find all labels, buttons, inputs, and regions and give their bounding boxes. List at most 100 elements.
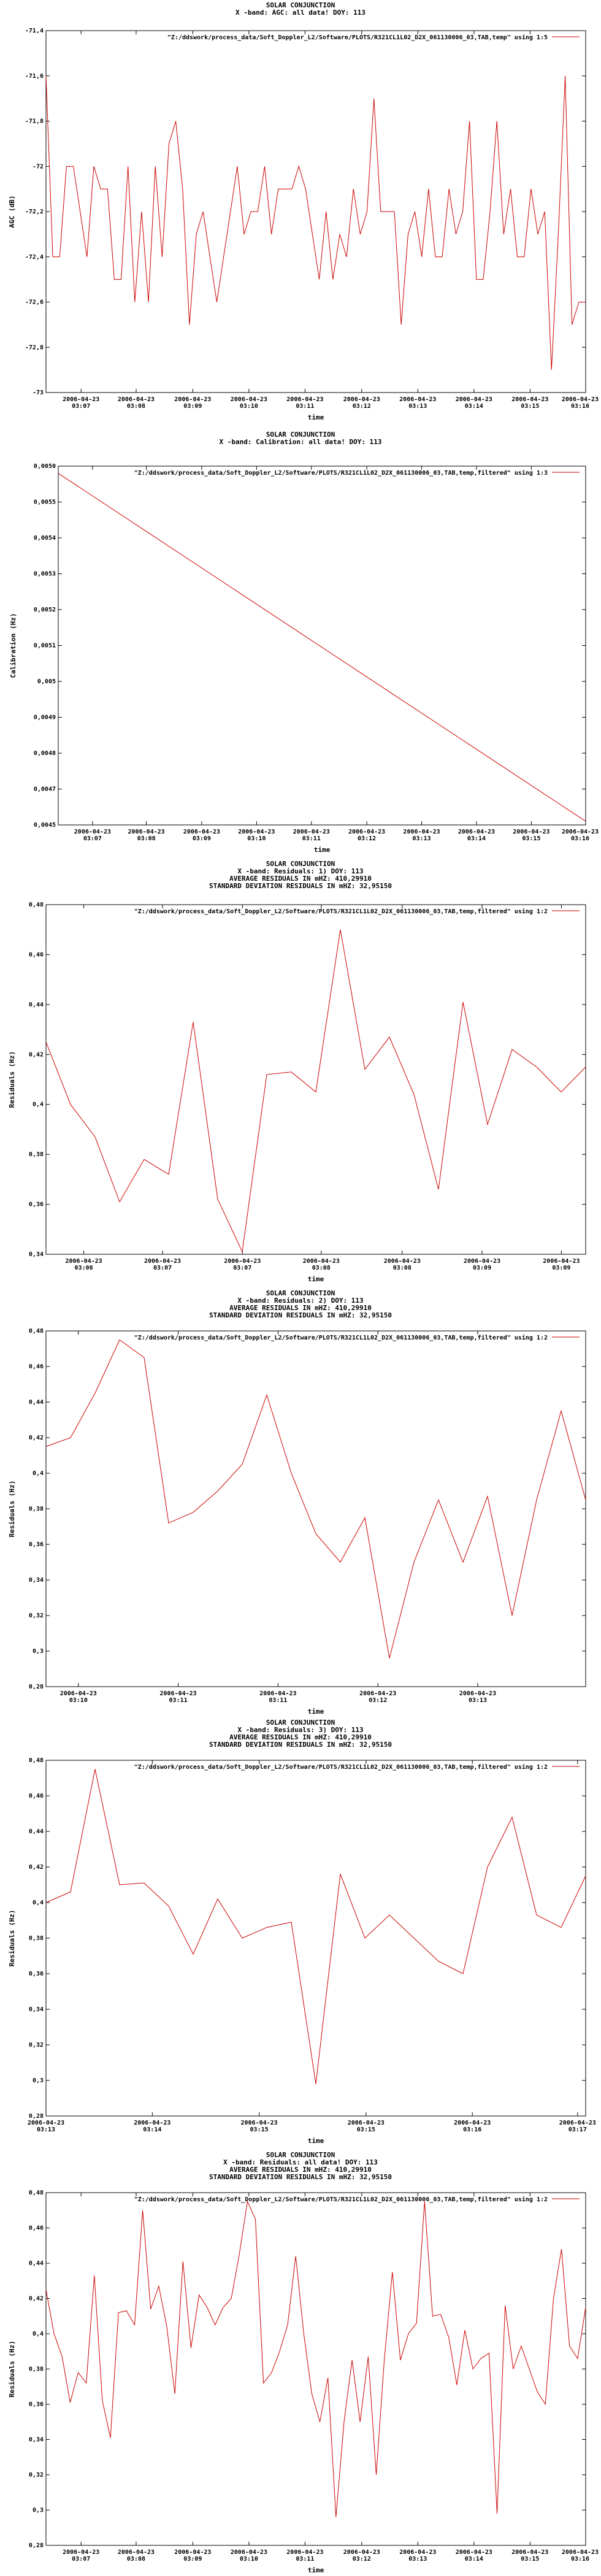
y-tick-label: 0,34 — [29, 2006, 44, 2013]
x-tick-label: 2006-04-23 — [134, 2120, 170, 2126]
y-tick-label: 0,0045 — [34, 822, 56, 829]
y-tick-label: 0,4 — [33, 2331, 44, 2337]
series-line — [45, 1339, 586, 1658]
y-tick-label: -71,6 — [25, 73, 44, 80]
chart-title-line: AVERAGE RESIDUALS IN mHZ: 410,29910 — [229, 1304, 372, 1312]
chart-title-line: X -band: Residuals: all data! DOY: 113 — [223, 2158, 378, 2166]
chart-title-line: X -band: Residuals: 2) DOY: 113 — [237, 1297, 363, 1305]
x-tick-label: 2006-04-23 — [348, 829, 385, 835]
x-tick-label: 2006-04-23 — [303, 1258, 340, 1265]
x-tick-label: 2006-04-23 — [259, 1690, 296, 1697]
x-tick-label: 03:14 — [467, 835, 486, 842]
x-axis-label: time — [308, 2137, 324, 2145]
y-tick-label: 0,46 — [29, 1363, 44, 1370]
x-tick-label: 2006-04-23 — [286, 396, 323, 403]
x-tick-label: 2006-04-23 — [343, 396, 380, 403]
legend-entry: "Z:/ddswork/process_data/Soft_Doppler_L2… — [134, 2196, 548, 2203]
x-tick-label: 2006-04-23 — [63, 2549, 99, 2556]
x-tick-label: 03:08 — [312, 1265, 331, 1271]
x-tick-label: 03:09 — [473, 1265, 491, 1271]
x-tick-label: 03:10 — [240, 403, 258, 410]
chart-title-line: STANDARD DEVIATION RESIDUALS IN mHZ: 32,… — [209, 882, 392, 890]
y-tick-label: 0,28 — [29, 2113, 44, 2120]
x-axis-label: time — [308, 413, 324, 420]
x-tick-label: 2006-04-23 — [343, 2549, 380, 2556]
x-tick-label: 03:14 — [143, 2126, 161, 2133]
x-tick-label: 03:08 — [127, 403, 145, 410]
x-tick-label: 03:16 — [571, 403, 589, 410]
chart-title-line: X -band: Calibration: all data! DOY: 113 — [220, 438, 382, 446]
x-tick-label: 03:07 — [83, 835, 102, 842]
y-tick-label: 0,3 — [33, 2077, 44, 2084]
y-tick-label: 0,42 — [29, 1435, 44, 1441]
x-tick-label: 2006-04-23 — [63, 396, 99, 403]
x-tick-label: 2006-04-23 — [159, 1690, 196, 1697]
y-tick-label: 0,44 — [29, 2260, 44, 2267]
y-axis-label: Residuals (Hz) — [8, 2340, 16, 2398]
y-tick-label: 0,4 — [33, 1470, 44, 1477]
legend-entry: "Z:/ddswork/process_data/Soft_Doppler_L2… — [134, 1334, 548, 1341]
legend-entry: "Z:/ddswork/process_data/Soft_Doppler_L2… — [134, 1763, 548, 1771]
x-tick-label: 03:11 — [269, 1697, 287, 1704]
x-tick-label: 03:13 — [412, 835, 431, 842]
x-tick-label: 2006-04-23 — [128, 829, 165, 835]
x-tick-label: 03:12 — [353, 403, 371, 410]
x-tick-label: 03:11 — [296, 2556, 314, 2563]
chart-title-line: SOLAR CONJUNCTION — [266, 2151, 335, 2159]
x-tick-label: 03:16 — [463, 2126, 481, 2133]
x-tick-label: 2006-04-23 — [458, 829, 495, 835]
y-tick-label: 0,34 — [29, 2437, 44, 2444]
plot-frame — [45, 1330, 586, 1687]
legend-entry: "Z:/ddswork/process_data/Soft_Doppler_L2… — [134, 469, 548, 477]
chart-title-line: SOLAR CONJUNCTION — [266, 1289, 335, 1297]
y-axis-label: Residuals (Hz) — [8, 1051, 16, 1108]
chart-title-line: SOLAR CONJUNCTION — [266, 431, 335, 439]
legend-entry: "Z:/ddswork/process_data/Soft_Doppler_L2… — [167, 34, 548, 41]
chart-title-line: STANDARD DEVIATION RESIDUALS IN mHZ: 32,… — [209, 2173, 392, 2181]
chart-title-line: SOLAR CONJUNCTION — [266, 860, 335, 868]
y-tick-label: 0,46 — [29, 951, 44, 958]
x-tick-label: 03:07 — [233, 1265, 251, 1271]
y-tick-label: 0,32 — [29, 1612, 44, 1619]
chart-title-line: X -band: Residuals: 1) DOY: 113 — [237, 867, 363, 875]
y-tick-label: 0,46 — [29, 1793, 44, 1800]
x-tick-label: 2006-04-23 — [293, 829, 330, 835]
x-tick-label: 03:10 — [247, 835, 266, 842]
x-tick-label: 2006-04-23 — [118, 396, 155, 403]
x-tick-label: 03:15 — [522, 835, 540, 842]
y-tick-label: 0,38 — [29, 2366, 44, 2373]
x-tick-label: 03:07 — [72, 2556, 90, 2563]
y-tick-label: 0,005 — [37, 678, 56, 685]
x-tick-label: 03:08 — [127, 2556, 145, 2563]
x-tick-label: 2006-04-23 — [559, 2120, 596, 2126]
x-tick-label: 2006-04-23 — [464, 1258, 500, 1265]
x-tick-label: 03:09 — [193, 835, 211, 842]
y-tick-label: 0,0055 — [34, 499, 56, 506]
x-tick-label: 03:07 — [72, 403, 90, 410]
x-tick-label: 03:12 — [369, 1697, 387, 1704]
y-tick-label: 0,48 — [29, 1328, 44, 1335]
x-tick-label: 2006-04-23 — [174, 396, 211, 403]
y-tick-label: -72,8 — [25, 344, 44, 351]
series-line — [45, 75, 586, 370]
x-tick-label: 03:17 — [568, 2126, 587, 2133]
x-tick-label: 2006-04-23 — [65, 1258, 102, 1265]
chart-title-line: STANDARD DEVIATION RESIDUALS IN mHZ: 32,… — [209, 1741, 392, 1749]
chart-title-line: SOLAR CONJUNCTION — [266, 1, 335, 9]
x-tick-label: 03:08 — [137, 835, 156, 842]
chart-title-line: SOLAR CONJUNCTION — [266, 1719, 335, 1727]
x-tick-label: 2006-04-23 — [562, 2549, 599, 2556]
x-tick-label: 2006-04-23 — [459, 1690, 496, 1697]
y-tick-label: 0,44 — [29, 1002, 44, 1008]
legend-entry: "Z:/ddswork/process_data/Soft_Doppler_L2… — [134, 908, 548, 915]
x-tick-label: 2006-04-23 — [511, 396, 548, 403]
series-line — [45, 1769, 586, 2084]
x-tick-label: 2006-04-23 — [456, 2549, 492, 2556]
chart-title-line: AVERAGE RESIDUALS IN mHZ: 410,29910 — [229, 875, 372, 883]
x-tick-label: 03:07 — [153, 1265, 172, 1271]
x-tick-label: 03:08 — [393, 1265, 412, 1271]
chart-title-line: AVERAGE RESIDUALS IN mHZ: 410,29910 — [229, 1733, 372, 1741]
